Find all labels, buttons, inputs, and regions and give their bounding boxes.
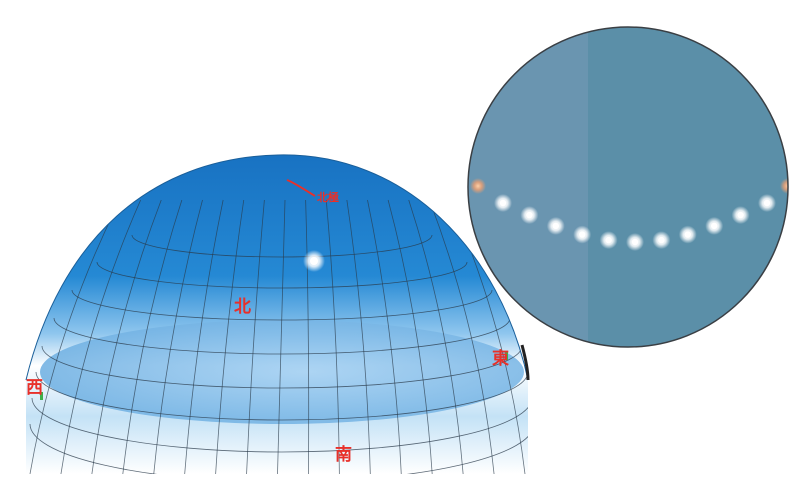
- grid-meridian-line: [60, 199, 141, 475]
- trail-star: [711, 222, 718, 230]
- grid-meridian-line: [153, 199, 203, 475]
- trail-star: [526, 211, 533, 219]
- trail-star: [605, 236, 612, 244]
- grid-meridian-line: [387, 199, 433, 475]
- west-label: 西: [26, 378, 43, 398]
- south-label: 南: [335, 445, 352, 465]
- ground-plane: [40, 320, 524, 424]
- east-label: 東: [492, 349, 509, 369]
- grid-latitude-line: [35, 371, 528, 421]
- horizon-star: [780, 178, 788, 194]
- grid-latitude-line: [31, 397, 528, 453]
- grid-latitude-line: [41, 345, 523, 389]
- grid-meridian-line: [184, 199, 224, 475]
- trail-star: [552, 222, 559, 230]
- grid-latitude-line: [96, 261, 468, 289]
- trail-star: [684, 231, 691, 238]
- star-trail: [470, 178, 788, 251]
- grid-meridian-line: [29, 199, 121, 475]
- grid-meridian-line: [408, 199, 464, 475]
- pole-label: 北極: [317, 191, 339, 204]
- pole-pointer-line: [286, 179, 316, 197]
- trail-star: [579, 231, 586, 238]
- west-marker: [40, 392, 43, 400]
- star-trail-photo: [467, 26, 789, 348]
- east-marker: [505, 352, 508, 360]
- grid-latitude-line: [29, 423, 528, 475]
- grid-meridian-line: [91, 199, 162, 475]
- photo-border: [467, 26, 789, 348]
- grid-meridian-line: [325, 199, 340, 475]
- celestial-dome: [25, 154, 530, 475]
- grid-latitude-line: [53, 317, 511, 355]
- grid-meridian-line: [246, 199, 265, 475]
- north-label: 北: [234, 297, 251, 317]
- grid-meridian-line: [346, 199, 371, 475]
- zenith-star-core: [310, 257, 318, 265]
- trail-star: [763, 199, 771, 207]
- grid-meridian-line: [367, 199, 402, 475]
- grid-meridian-line: [305, 199, 310, 475]
- trail-star: [631, 238, 639, 246]
- trail-star: [658, 236, 665, 244]
- horizon-star: [470, 178, 486, 194]
- grid-latitude-line: [131, 234, 433, 258]
- dome-outline: [25, 154, 529, 381]
- east-edge-mark: [520, 344, 530, 381]
- photo-right-half: [588, 27, 788, 347]
- grid-meridian-line: [215, 199, 245, 475]
- grid-meridian-line: [277, 199, 286, 475]
- grid-meridian-line: [429, 199, 495, 475]
- dome-sky: [26, 154, 528, 475]
- grid-meridian-line: [122, 199, 183, 475]
- trail-star: [737, 211, 744, 219]
- trail-star: [499, 199, 507, 207]
- coordinate-grid: [29, 199, 528, 475]
